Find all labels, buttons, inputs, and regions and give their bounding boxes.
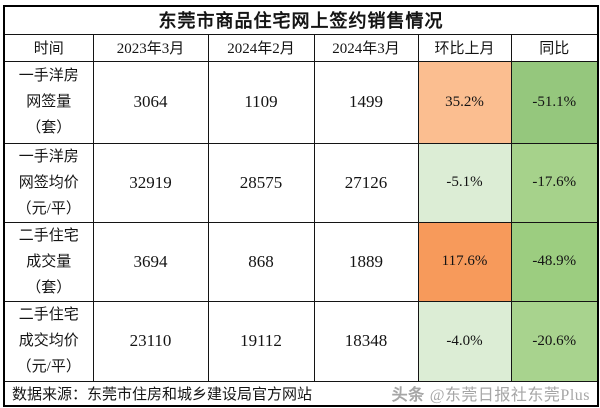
value-cell: 23110	[92, 300, 209, 382]
value-cell: 3064	[92, 60, 209, 144]
col-header-mom: 环比上月	[417, 33, 512, 62]
sales-table: 东莞市商品住宅网上签约销售情况 时间 2023年3月 2024年2月 2024年…	[3, 5, 600, 407]
value-cell: 19112	[207, 300, 315, 382]
value-cell: 32919	[92, 142, 209, 223]
mom-cell: -4.0%	[417, 300, 512, 382]
value-cell: 27126	[313, 142, 419, 223]
value-cell: 1499	[313, 60, 419, 144]
yoy-cell: -51.1%	[510, 60, 599, 144]
mom-cell: -5.1%	[417, 142, 512, 223]
table-title: 东莞市商品住宅网上签约销售情况	[3, 5, 599, 35]
col-header-yoy: 同比	[510, 33, 599, 62]
mom-cell: 35.2%	[417, 60, 512, 144]
col-header-time: 时间	[3, 33, 94, 62]
row-label: 二手住宅 成交均价 （元/平）	[3, 300, 94, 382]
col-header-2024-03: 2024年3月	[313, 33, 419, 62]
value-cell: 1889	[313, 221, 419, 302]
yoy-cell: -17.6%	[510, 142, 599, 223]
table-row: 一手洋房 网签均价 （元/平） 32919 28575 27126 -5.1% …	[3, 142, 599, 223]
mom-cell: 117.6%	[417, 221, 512, 302]
table-title-row: 东莞市商品住宅网上签约销售情况	[3, 5, 599, 35]
table-row: 二手住宅 成交量 （套） 3694 868 1889 117.6% -48.9%	[3, 221, 599, 302]
table-row: 一手洋房 网签量 （套） 3064 1109 1499 35.2% -51.1%	[3, 60, 599, 144]
value-cell: 18348	[313, 300, 419, 382]
watermark: 头条 @东莞日报社东莞Plus	[392, 381, 590, 405]
row-label: 二手住宅 成交量 （套）	[3, 221, 94, 302]
table-row: 二手住宅 成交均价 （元/平） 23110 19112 18348 -4.0% …	[3, 300, 599, 382]
toutiao-logo: 头条	[391, 387, 425, 404]
value-cell: 868	[207, 221, 315, 302]
row-label: 一手洋房 网签量 （套）	[3, 60, 94, 144]
header-row: 时间 2023年3月 2024年2月 2024年3月 环比上月 同比	[3, 33, 599, 62]
yoy-cell: -48.9%	[510, 221, 599, 302]
value-cell: 28575	[207, 142, 315, 223]
watermark-handle: @东莞日报社东莞Plus	[429, 387, 590, 404]
col-header-2024-02: 2024年2月	[207, 33, 315, 62]
row-label: 一手洋房 网签均价 （元/平）	[3, 142, 94, 223]
value-cell: 1109	[207, 60, 315, 144]
footer-row: 数据来源：东莞市住房和城乡建设局官方网站	[3, 380, 599, 407]
data-source-note: 数据来源：东莞市住房和城乡建设局官方网站	[3, 380, 599, 407]
value-cell: 3694	[92, 221, 209, 302]
yoy-cell: -20.6%	[510, 300, 599, 382]
col-header-2023-03: 2023年3月	[92, 33, 209, 62]
